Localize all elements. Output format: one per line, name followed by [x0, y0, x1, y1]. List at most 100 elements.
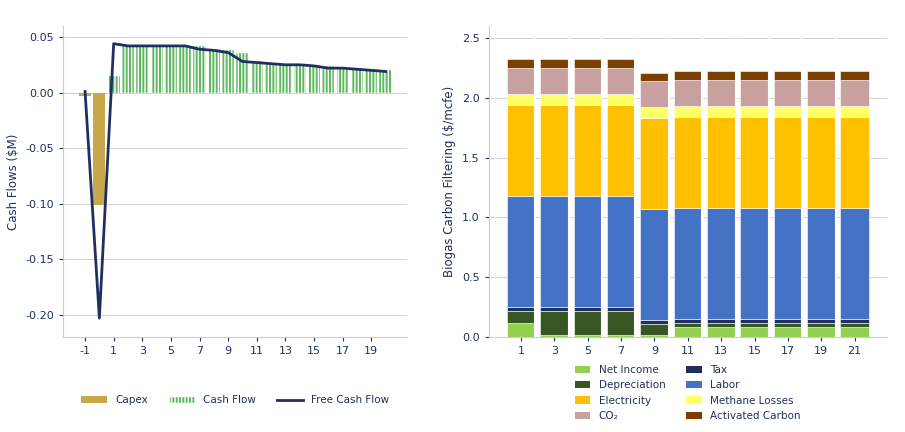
Bar	[208, 49, 220, 92]
Bar	[774, 319, 802, 323]
Free Cash Flow	[351, 67, 362, 72]
Bar	[607, 60, 635, 68]
Bar	[774, 208, 802, 319]
Bar	[179, 46, 191, 92]
Bar	[280, 64, 291, 92]
Bar	[507, 60, 535, 68]
Bar	[707, 117, 736, 208]
Bar	[707, 106, 736, 117]
Bar	[740, 323, 768, 327]
Bar	[122, 46, 134, 92]
Bar	[265, 63, 277, 92]
Bar	[841, 106, 869, 117]
Bar	[707, 208, 736, 319]
Bar	[574, 94, 602, 105]
Bar	[707, 323, 736, 327]
Free Cash Flow	[280, 62, 291, 67]
Bar	[640, 334, 669, 337]
Free Cash Flow	[208, 48, 219, 53]
Bar	[165, 46, 177, 92]
Bar	[640, 118, 669, 209]
Bar	[673, 323, 702, 327]
Bar	[137, 46, 148, 92]
Bar	[740, 106, 768, 117]
Bar	[236, 53, 249, 92]
Bar	[673, 106, 702, 117]
Bar	[308, 65, 320, 92]
Bar	[150, 46, 163, 92]
Bar	[574, 60, 602, 68]
Bar	[251, 61, 262, 92]
Bar	[673, 71, 702, 80]
Bar	[807, 117, 835, 208]
Bar	[707, 80, 736, 106]
Bar	[337, 68, 348, 92]
Free Cash Flow	[266, 61, 277, 66]
Free Cash Flow	[237, 59, 248, 64]
Free Cash Flow	[366, 68, 376, 73]
Bar	[841, 208, 869, 319]
Bar	[841, 319, 869, 323]
Free Cash Flow	[80, 89, 91, 94]
Line: Free Cash Flow: Free Cash Flow	[85, 44, 386, 318]
Bar	[740, 208, 768, 319]
Bar	[79, 92, 91, 96]
Free Cash Flow	[338, 66, 348, 71]
Bar	[841, 327, 869, 337]
Bar	[607, 311, 635, 334]
Free Cash Flow	[223, 50, 233, 55]
Bar	[740, 319, 768, 323]
Bar	[640, 209, 669, 320]
Free Cash Flow	[151, 43, 162, 48]
Bar	[507, 311, 535, 323]
Bar	[337, 68, 348, 92]
Bar	[673, 117, 702, 208]
Free Cash Flow	[166, 43, 176, 48]
Bar	[150, 46, 163, 92]
Bar	[841, 117, 869, 208]
Bar	[707, 71, 736, 80]
Bar	[351, 68, 363, 92]
Bar	[122, 46, 134, 92]
Free Cash Flow	[137, 43, 148, 48]
Free Cash Flow	[122, 43, 133, 48]
Bar	[574, 307, 602, 311]
Bar	[236, 53, 249, 92]
Bar	[293, 65, 306, 92]
Y-axis label: Biogas Carbon Filtering ($/mcfe): Biogas Carbon Filtering ($/mcfe)	[443, 86, 456, 277]
Legend: Net Income, Depreciation, Electricity, CO₂, Tax, Labor, Methane Losses, Activate: Net Income, Depreciation, Electricity, C…	[571, 361, 805, 425]
Bar	[841, 323, 869, 327]
Bar	[540, 307, 568, 311]
Bar	[574, 334, 602, 337]
Bar	[222, 51, 234, 92]
Bar	[540, 196, 568, 307]
Bar	[194, 46, 205, 92]
Bar	[774, 323, 802, 327]
Bar	[165, 46, 177, 92]
Bar	[108, 76, 119, 92]
Free Cash Flow	[252, 60, 262, 65]
Bar	[540, 105, 568, 196]
Bar	[322, 66, 334, 92]
Bar	[740, 71, 768, 80]
Bar	[540, 94, 568, 105]
Y-axis label: Cash Flows ($M): Cash Flows ($M)	[7, 133, 20, 230]
Bar	[841, 71, 869, 80]
Bar	[807, 80, 835, 106]
Bar	[841, 80, 869, 106]
Bar	[93, 92, 106, 205]
Bar	[507, 196, 535, 307]
Bar	[774, 71, 802, 80]
Bar	[640, 324, 669, 334]
Bar	[607, 68, 635, 94]
Bar	[640, 81, 669, 107]
Bar	[507, 323, 535, 337]
Bar	[322, 66, 334, 92]
Bar	[574, 68, 602, 94]
Bar	[607, 94, 635, 105]
Bar	[222, 51, 234, 92]
Free Cash Flow	[109, 41, 119, 46]
Bar	[774, 80, 802, 106]
Free Cash Flow	[380, 69, 391, 74]
Bar	[807, 106, 835, 117]
